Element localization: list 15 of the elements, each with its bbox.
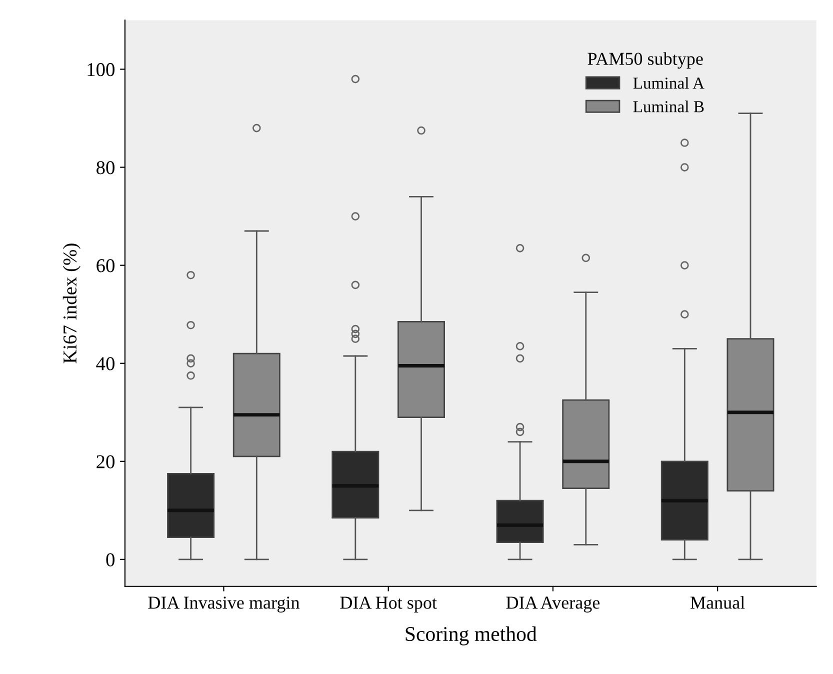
y-tick-label: 80 (96, 161, 114, 174)
legend-label: Luminal A (633, 77, 704, 89)
y-axis-title: Ki67 index (%) (62, 244, 81, 364)
y-tick-label: 0 (106, 553, 114, 566)
y-tick-label: 60 (96, 259, 114, 272)
y-tick-label: 100 (88, 63, 114, 76)
x-tick-label: DIA Hot spot (340, 596, 437, 612)
x-axis-title: Scoring method (406, 626, 537, 646)
legend-label: Luminal B (633, 100, 704, 112)
x-tick-label: DIA Invasive margin (148, 596, 300, 612)
y-tick-label: 40 (96, 357, 114, 370)
y-tick-label: 20 (96, 455, 114, 468)
x-tick-label: Manual (690, 596, 745, 609)
legend-title: PAM50 subtype (588, 52, 703, 69)
x-tick-label: DIA Average (506, 596, 600, 612)
